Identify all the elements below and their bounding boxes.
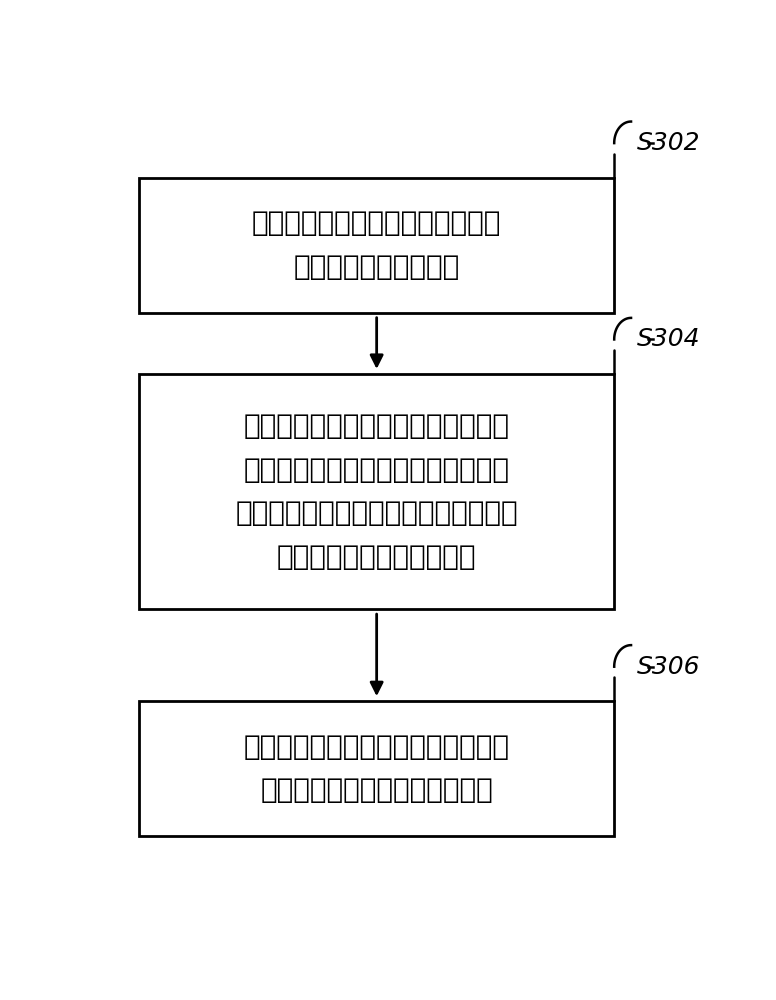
FancyBboxPatch shape: [139, 701, 615, 836]
Text: 根据即将在源极线上产生的电压转变
的数量，判断源极线在一预定线的一
休息期间的预充电操作是否是需要的，
并且对应地得到一判断结果: 根据即将在源极线上产生的电压转变 的数量，判断源极线在一预定线的一 休息期间的预…: [235, 412, 518, 571]
Text: 根据判断结果，控制源极线在预定线
的休息期间的预充电操作的执行: 根据判断结果，控制源极线在预定线 的休息期间的预充电操作的执行: [244, 733, 510, 804]
Text: 取得即将被显示模块显示的一帧的
多条源极线的电压数据: 取得即将被显示模块显示的一帧的 多条源极线的电压数据: [252, 209, 501, 281]
Text: S302: S302: [636, 131, 700, 155]
Text: S306: S306: [636, 655, 700, 679]
FancyBboxPatch shape: [139, 374, 615, 609]
FancyBboxPatch shape: [139, 178, 615, 312]
Text: S304: S304: [636, 327, 700, 351]
